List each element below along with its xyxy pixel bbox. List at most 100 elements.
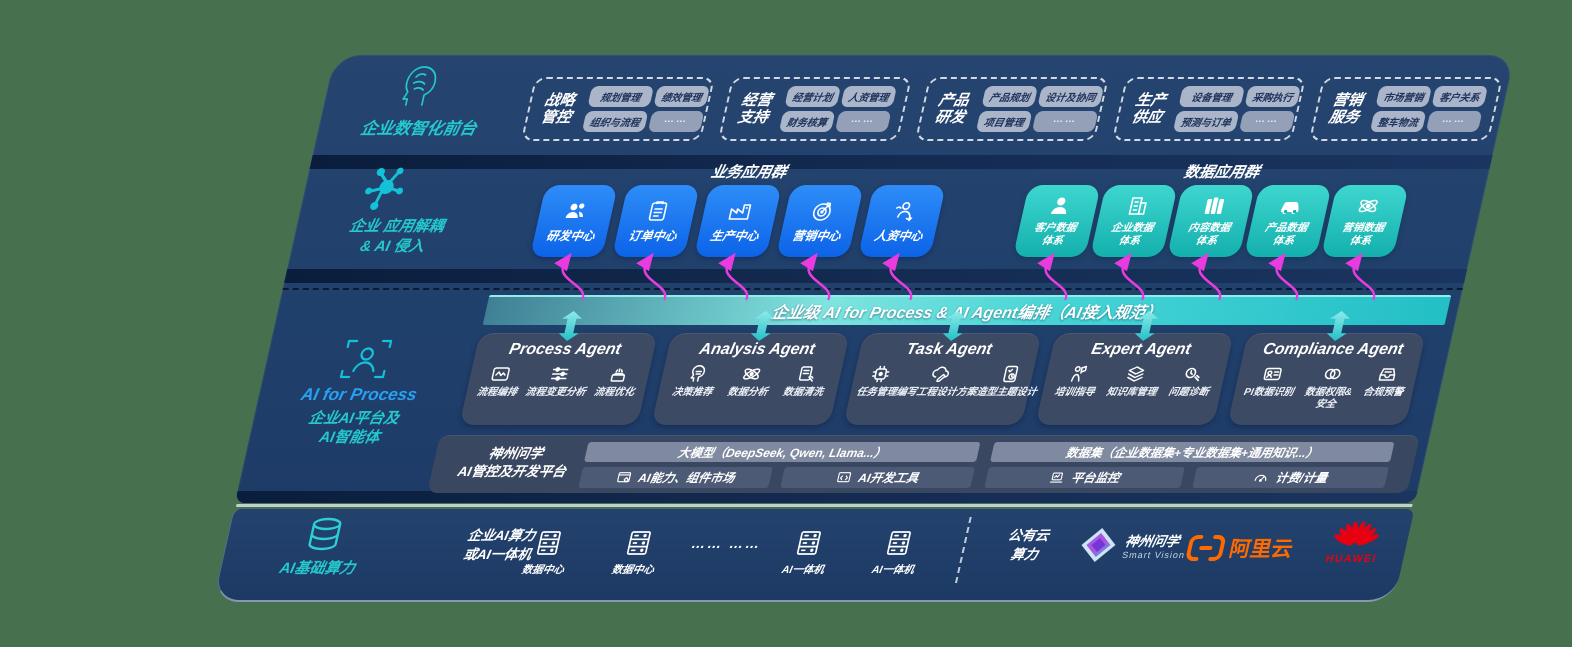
- chip: 市场营销: [1375, 86, 1433, 107]
- box-rd-center: 研发中心: [529, 185, 618, 257]
- chip: 规划管理: [587, 86, 655, 107]
- layer2-label: 企业 应用解耦 & AI 侵入: [347, 218, 446, 256]
- model-header: 大模型（DeepSeek, Qwen, Llama...）: [584, 442, 981, 462]
- columns-icon: [1204, 197, 1225, 215]
- ellipsis-nodes: …… ……: [690, 535, 764, 551]
- box-product-data: 产品数据 体系: [1243, 185, 1332, 257]
- design-board-icon: [1003, 365, 1019, 383]
- decision-head-icon: [690, 365, 705, 382]
- card-process-agent: Process Agent 流程编排 流程变更分析: [459, 333, 658, 425]
- box-order-center: 订单中心: [611, 185, 700, 257]
- hr-network-icon: [896, 201, 913, 221]
- window-code-icon: [837, 472, 852, 483]
- box-production-center: 生产中心: [693, 185, 782, 257]
- card-expert-agent: Expert Agent 培训指导 知识库管理: [1035, 333, 1234, 425]
- card-task-agent: Task Agent 任务管理 编写工程设计方案: [843, 333, 1042, 425]
- building-icon: [1128, 197, 1147, 216]
- platform-monitoring: 平台监控: [984, 467, 1185, 488]
- box-hr-center: 人资中心: [857, 185, 946, 257]
- compute-label: AI基础算力: [277, 560, 357, 577]
- platform-card: 神州问学 AI管控及开发平台 大模型（DeepSeek, Qwen, Llama…: [427, 435, 1421, 493]
- chip: 产品规划: [981, 86, 1039, 107]
- person-scan-icon: [339, 339, 393, 379]
- box-enterprise-data: 企业数据 体系: [1089, 185, 1178, 257]
- platform-label: 神州问学 AI管控及开发平台: [456, 446, 568, 480]
- ai-appliance-node: AI一体机: [856, 529, 937, 577]
- aliyun-logo: 阿里云: [1184, 533, 1296, 563]
- chip: 客户关系: [1431, 86, 1489, 107]
- chip: 整车物流: [1369, 111, 1427, 132]
- molecule-icon: [365, 167, 404, 210]
- dataset-header: 数据集（企业数据集+专业数据集+通用知识...）: [990, 442, 1395, 462]
- factory-icon: [728, 203, 752, 220]
- group-strategy: 战略 管控 规划管理 绩效管理 组织与流程 ……: [520, 77, 716, 141]
- chip-more: ……: [1238, 111, 1296, 132]
- app-to-band-arrows: [554, 252, 1376, 301]
- box-customer-data: 客户数据 体系: [1012, 185, 1101, 257]
- chip: 项目管理: [975, 111, 1033, 132]
- digital-brain-icon: [402, 66, 437, 106]
- datacenter-node: 数据中心: [596, 529, 677, 577]
- id-card-icon: [1263, 367, 1282, 381]
- people-icon: [565, 202, 585, 218]
- chip: 财务核算: [778, 111, 836, 132]
- box-marketing-data: 营销数据 体系: [1320, 185, 1409, 257]
- dashed-divider: [954, 517, 972, 583]
- huawei-logo: HUAWEI: [1308, 519, 1402, 565]
- ai-dev-tools: AI开发工具: [780, 467, 975, 488]
- architecture-diagram: 企业数智化前台 战略 管控 规划管理 绩效管理 组织与流程 …… 经营 支持 经…: [212, 55, 1516, 602]
- group-production-supply: 生产 供应 设备管理 采购执行 预测与订单 ……: [1111, 77, 1307, 141]
- business-apps-title: 业务应用群: [709, 164, 789, 181]
- aliyun-bracket-icon: [1186, 535, 1226, 561]
- layer-gap-line: [235, 504, 1413, 507]
- ai-capability-market: AI能力、组件市场: [578, 467, 773, 488]
- smartvision-logo: 神州问学 Smart Vision: [1076, 527, 1191, 563]
- atom-icon: [1358, 200, 1378, 213]
- data-apps-title: 数据应用群: [1182, 164, 1262, 181]
- cloud-pen-icon: [932, 366, 950, 383]
- huawei-flower-icon: [1334, 521, 1380, 546]
- training-icon: [1070, 365, 1088, 382]
- server-icon: [796, 531, 821, 555]
- main-panel: 企业数智化前台 战略 管控 规划管理 绩效管理 组织与流程 …… 经营 支持 经…: [234, 55, 1516, 503]
- box-content-data: 内容数据 体系: [1166, 185, 1255, 257]
- database-icon: [308, 517, 342, 551]
- link-rings-icon: [1324, 368, 1341, 380]
- datacenter-node: 数据中心: [506, 529, 587, 577]
- optimize-icon: [610, 368, 625, 382]
- layer3-label-cn1: 企业AI平台及: [306, 410, 401, 427]
- chip: 设备管理: [1178, 86, 1246, 107]
- laptop-chart-icon: [1049, 472, 1063, 483]
- layer3-label-cn2: AI智能体: [317, 429, 382, 446]
- alert-inbox-icon: [1378, 368, 1395, 381]
- public-cloud-label: 公有云 算力: [1006, 528, 1051, 562]
- box-marketing-center: 营销中心: [775, 185, 864, 257]
- group-operation: 经营 支持 经营计划 人资管理 财务核算 ……: [717, 77, 913, 141]
- car-icon: [1280, 202, 1299, 215]
- chip-more: ……: [1425, 111, 1483, 132]
- sliders-icon: [550, 367, 569, 381]
- window-gear-icon: [617, 472, 632, 483]
- gauge-icon: [1254, 474, 1267, 482]
- clipboard-icon: [648, 200, 668, 221]
- task-grid-icon: [871, 365, 890, 383]
- compute-layer: AI基础算力 企业AI算力 或AI一体机 数据中心 数据中心 …… ……: [212, 509, 1415, 602]
- chip-more: ……: [647, 111, 705, 132]
- billing-metering: 计费/计量: [1192, 467, 1389, 488]
- group-product-rd: 产品 研发 产品规划 设计及协同 项目管理 ……: [914, 77, 1110, 141]
- group-marketing-service: 营销 服务 市场营销 客户关系 整车物流 ……: [1308, 77, 1504, 141]
- server-icon: [626, 531, 651, 555]
- server-icon: [886, 531, 911, 555]
- diagnose-icon: [1185, 367, 1200, 382]
- card-compliance-agent: Compliance Agent PI数据识别 数据权限&安全: [1227, 333, 1426, 425]
- card-analysis-agent: Analysis Agent 决策推荐 数据分析: [651, 333, 850, 425]
- target-icon: [813, 201, 832, 221]
- chip-more: ……: [1031, 111, 1099, 132]
- atom-icon: [743, 368, 761, 380]
- chip: 组织与流程: [581, 111, 649, 132]
- layer3-label-en: AI for Process: [299, 385, 419, 404]
- layers-icon: [1127, 366, 1145, 382]
- chip: 预测与订单: [1172, 111, 1240, 132]
- ai-appliance-node: AI一体机: [766, 529, 847, 577]
- data-clean-icon: [799, 366, 814, 382]
